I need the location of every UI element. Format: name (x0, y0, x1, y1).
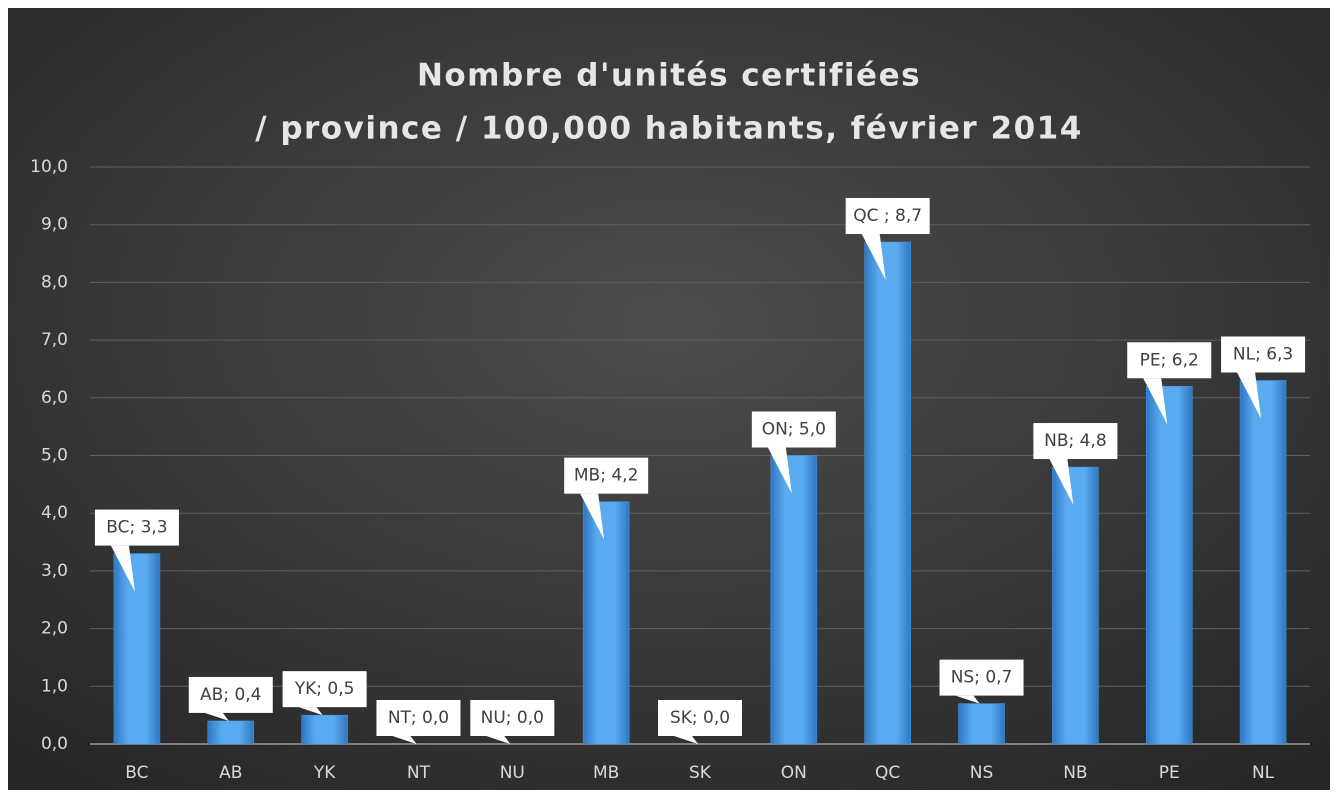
x-tick-label: NB (1063, 763, 1087, 783)
bar (113, 553, 161, 745)
callout-pointer (1049, 459, 1074, 506)
bar (958, 703, 1005, 745)
bar (770, 455, 818, 745)
chart-title: / province / 100,000 habitants, février … (255, 111, 1083, 147)
bar (1145, 386, 1193, 745)
data-label: NT; 0,0 (388, 708, 449, 728)
y-tick-label: 9,0 (41, 215, 68, 235)
bar (207, 720, 255, 745)
callout-pointer (861, 234, 886, 281)
data-label: QC ; 8,7 (853, 206, 922, 226)
y-tick-label: 5,0 (41, 446, 68, 466)
x-tick-label: QC (875, 763, 900, 783)
callout-box (939, 659, 1024, 696)
y-tick-label: 8,0 (41, 272, 68, 292)
callout-box (376, 700, 461, 736)
data-label: YK; 0,5 (294, 679, 355, 699)
bar (864, 241, 911, 745)
chart-title: Nombre d'unités certifiées (417, 58, 921, 94)
callout-box (1033, 423, 1118, 460)
chart-background (8, 8, 1330, 790)
callout-pointer (580, 493, 605, 540)
callout-pointer (955, 695, 980, 704)
callout-pointer (110, 545, 135, 592)
callout-pointer (767, 447, 792, 494)
y-tick-label: 3,0 (41, 561, 68, 581)
y-tick-label: 2,0 (41, 619, 68, 639)
bar (1239, 380, 1287, 745)
y-tick-label: 0,0 (41, 734, 68, 754)
callout-pointer (486, 736, 511, 744)
data-label: SK; 0,0 (670, 708, 730, 728)
x-tick-label: YK (313, 763, 336, 783)
callout-box (94, 509, 179, 546)
callout-box (658, 700, 742, 736)
callout-pointer (1143, 378, 1168, 425)
callout-box (1127, 342, 1212, 379)
data-label: ON; 5,0 (762, 420, 826, 440)
callout-pointer (298, 707, 323, 716)
data-label: NB; 4,8 (1044, 431, 1107, 451)
data-label: AB; 0,4 (200, 685, 261, 705)
data-label: PE; 6,2 (1140, 350, 1199, 370)
y-tick-label: 4,0 (41, 503, 68, 523)
y-tick-label: 1,0 (41, 676, 68, 696)
x-tick-label: AB (219, 763, 242, 783)
y-tick-label: 6,0 (41, 388, 68, 408)
x-tick-label: NS (970, 763, 994, 783)
callout-box (1221, 336, 1306, 373)
x-tick-label: BC (125, 763, 148, 783)
x-tick-label: NT (407, 763, 431, 783)
callout-box (188, 676, 273, 713)
data-label: MB; 4,2 (574, 466, 639, 486)
y-tick-label: 10,0 (30, 157, 68, 177)
callout-pointer (1237, 372, 1262, 419)
callout-box (564, 457, 649, 494)
callout-pointer (674, 736, 698, 744)
x-tick-label: SK (689, 763, 712, 783)
x-tick-label: PE (1159, 763, 1180, 783)
x-tick-label: MB (593, 763, 619, 783)
callout-box (845, 198, 930, 235)
callout-box (470, 700, 555, 736)
bar (301, 714, 348, 745)
callout-box (282, 671, 367, 708)
data-label: BC; 3,3 (106, 518, 167, 538)
data-label: NU; 0,0 (481, 708, 544, 728)
x-tick-label: ON (781, 763, 807, 783)
bar (1052, 466, 1099, 745)
data-label: NL; 6,3 (1233, 344, 1293, 364)
callout-pointer (392, 736, 417, 744)
callout-pointer (204, 712, 229, 721)
bar (582, 501, 630, 745)
x-tick-label: NL (1252, 763, 1275, 783)
data-label: NS; 0,7 (951, 668, 1013, 688)
x-tick-label: NU (500, 763, 525, 783)
y-tick-label: 7,0 (41, 330, 68, 350)
callout-box (751, 411, 836, 448)
